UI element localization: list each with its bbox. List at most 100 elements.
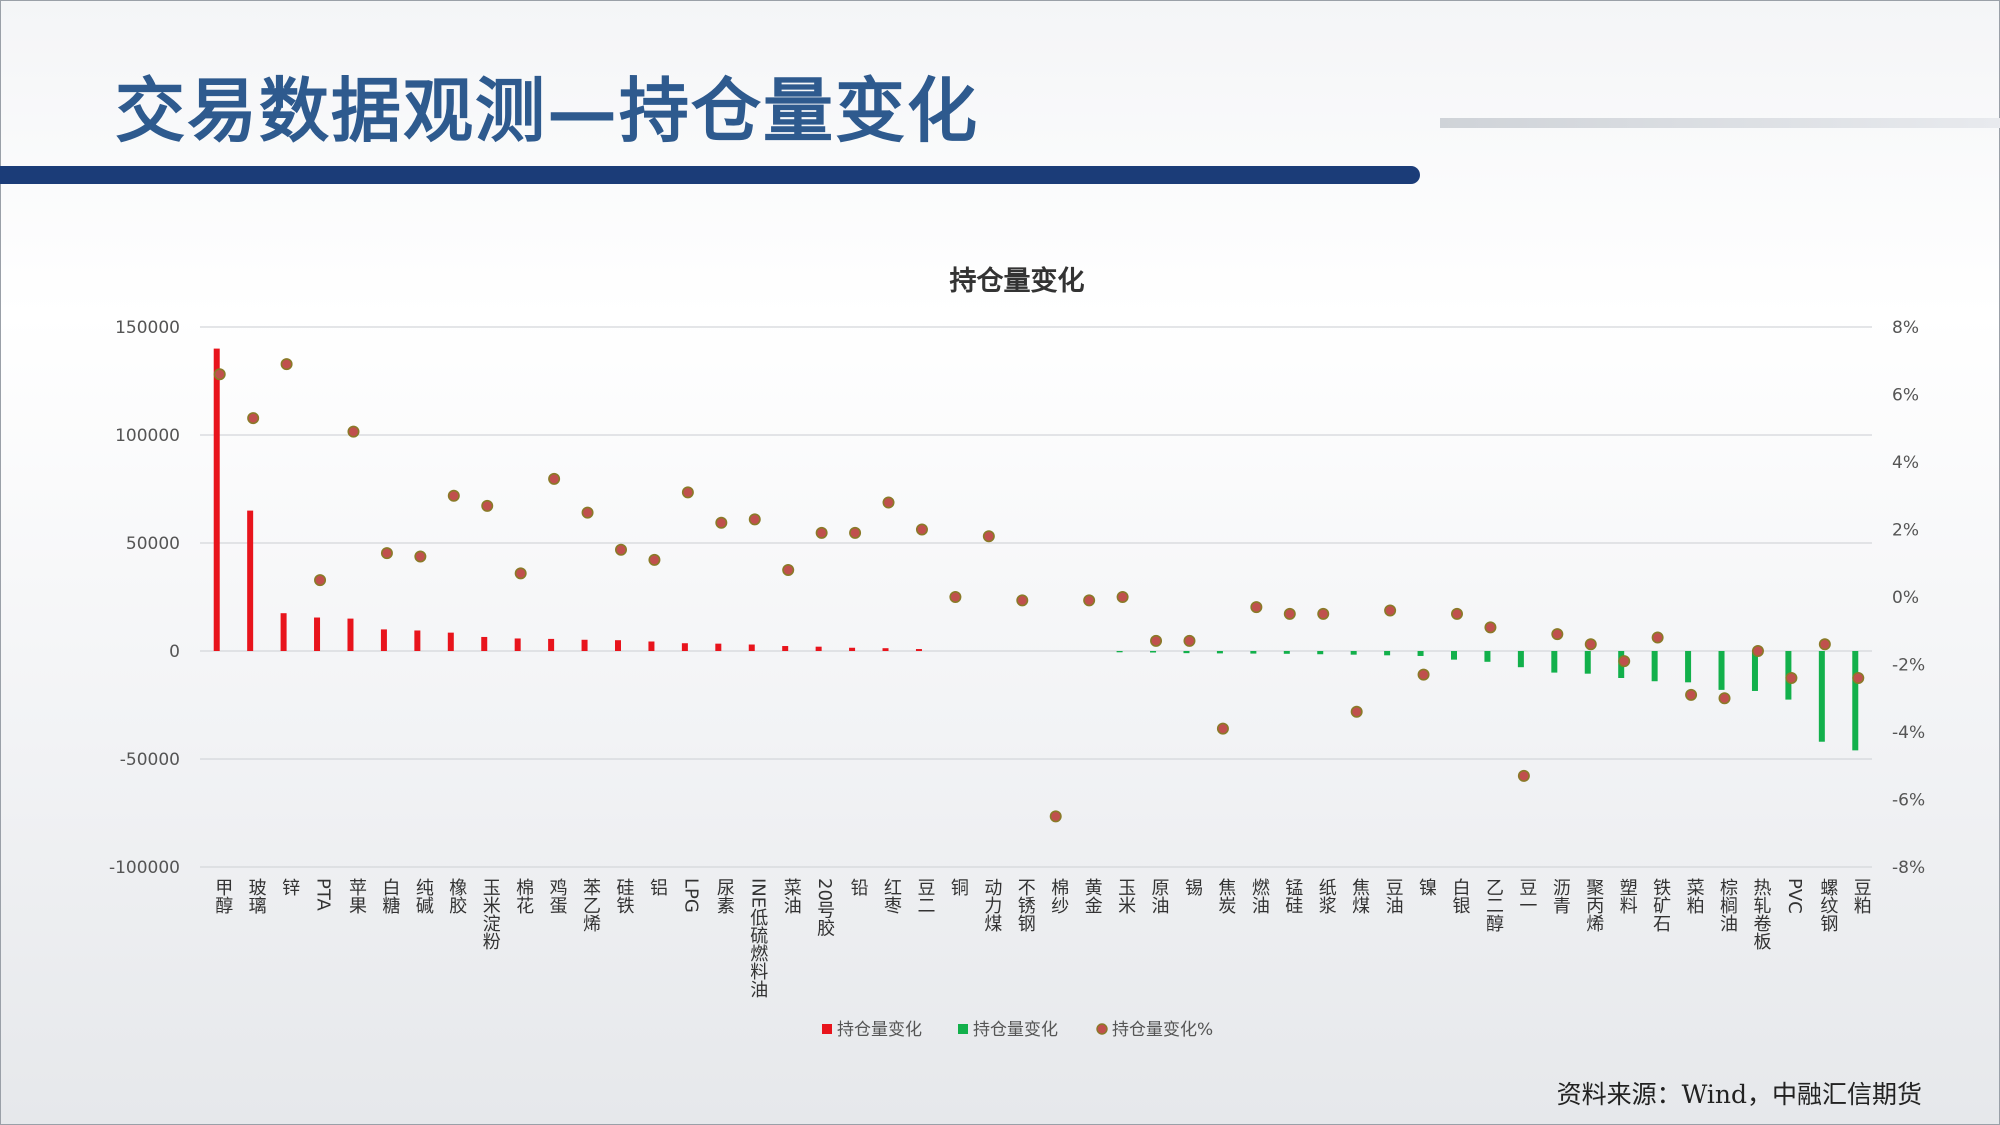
pct-marker <box>1718 692 1731 705</box>
x-tick-label: 燃油 <box>1249 878 1270 914</box>
pct-marker <box>347 425 360 438</box>
pct-marker <box>314 574 327 587</box>
x-tick-label: 菜粕 <box>1684 878 1705 914</box>
pct-marker <box>581 506 594 519</box>
pct-marker <box>982 530 995 543</box>
x-tick-label: 黄金 <box>1082 878 1103 914</box>
x-tick-label: 玉米淀粉 <box>480 878 501 950</box>
bar-positive <box>280 613 287 651</box>
y-left-tick-label: -100000 <box>109 858 180 878</box>
y-right-tick-label: 8% <box>1892 318 1919 338</box>
y-left-tick-label: 150000 <box>115 318 180 338</box>
y-right-tick-label: 2% <box>1892 521 1919 541</box>
x-tick-label: 橡胶 <box>446 878 467 914</box>
bar-negative <box>1651 651 1658 682</box>
y-right-tick-label: -6% <box>1892 791 1925 811</box>
page-title: 交易数据观测—持仓量变化 <box>115 69 979 152</box>
x-tick-label: 玉米 <box>1115 878 1136 914</box>
x-tick-label: 焦炭 <box>1215 878 1236 914</box>
pct-marker <box>447 489 460 502</box>
x-tick-label: 豆粕 <box>1851 878 1872 914</box>
title-underline-bar <box>0 166 1420 184</box>
x-tick-label: 塑料 <box>1617 878 1638 914</box>
bar-negative <box>1584 651 1591 674</box>
bar-positive <box>648 641 655 651</box>
bar-negative <box>1216 651 1223 654</box>
x-tick-label: 铝 <box>647 878 668 896</box>
pct-marker <box>782 563 795 576</box>
pct-marker <box>1250 601 1263 614</box>
x-tick-label: LPG <box>680 878 701 913</box>
pct-marker <box>715 516 728 529</box>
pct-marker <box>1049 810 1062 823</box>
y-left-tick-label: -50000 <box>120 750 180 770</box>
bar-positive <box>447 632 454 651</box>
bar-negative <box>1685 651 1692 683</box>
bar-negative <box>1718 651 1725 690</box>
x-tick-label: 棉纱 <box>1048 878 1069 914</box>
y-right-tick-label: 0% <box>1892 588 1919 608</box>
y-right-tick-label: 4% <box>1892 453 1919 473</box>
source-note: 资料来源：Wind，中融汇信期货 <box>1556 1080 1922 1109</box>
pct-marker <box>1216 722 1229 735</box>
bar-positive <box>748 644 755 651</box>
pct-marker <box>414 550 427 563</box>
x-tick-label: 白银 <box>1450 878 1471 914</box>
y-right-tick-label: -8% <box>1892 858 1925 878</box>
pct-marker <box>1116 590 1129 603</box>
x-tick-label: 白糖 <box>379 878 400 914</box>
x-tick-label: 铜 <box>948 878 969 897</box>
pct-marker <box>648 553 661 566</box>
x-tick-label: 鸡蛋 <box>547 878 568 915</box>
pct-marker <box>1417 668 1430 681</box>
pct-marker <box>280 358 293 371</box>
bar-positive <box>815 646 822 651</box>
bar-negative <box>1551 651 1558 673</box>
x-tick-label: 玻璃 <box>246 878 267 915</box>
x-tick-label: 聚丙烯 <box>1583 878 1604 932</box>
bar-negative <box>1283 651 1290 654</box>
bar-positive <box>548 638 555 651</box>
bar-positive <box>314 617 321 651</box>
x-tick-label: 螺纹钢 <box>1817 878 1838 932</box>
x-tick-label: 热轧卷板 <box>1750 878 1771 950</box>
pct-marker <box>1818 638 1831 651</box>
bar-positive <box>414 630 421 651</box>
pct-marker <box>548 472 561 485</box>
x-tick-label: 锡 <box>1182 878 1203 897</box>
bar-positive <box>514 638 521 651</box>
pct-marker <box>1618 655 1631 668</box>
pct-marker <box>1785 671 1798 684</box>
x-tick-label: 原油 <box>1149 878 1170 914</box>
pct-marker <box>1852 671 1865 684</box>
pct-marker <box>1183 634 1196 647</box>
bar-positive <box>681 643 688 651</box>
bar-negative <box>1852 651 1859 751</box>
pct-marker <box>1551 628 1564 641</box>
x-tick-label: INE低硫燃料油 <box>747 878 768 998</box>
x-tick-label: 棉花 <box>513 878 534 914</box>
x-tick-label: 动力煤 <box>981 878 1002 932</box>
title-accent-bar <box>1440 118 2000 128</box>
x-tick-label: 纸浆 <box>1316 878 1337 914</box>
x-tick-label: 铁矿石 <box>1650 878 1671 932</box>
bar-negative <box>1350 651 1357 655</box>
pct-marker <box>614 543 627 556</box>
bar-negative <box>1384 651 1391 656</box>
y-left-tick-label: 0 <box>169 642 180 662</box>
bar-negative <box>1484 651 1491 662</box>
pct-marker <box>1517 769 1530 782</box>
x-tick-label: 20号胶 <box>814 878 835 937</box>
y-left-tick-label: 100000 <box>115 426 180 446</box>
pct-marker <box>1016 594 1029 607</box>
legend-label: 持仓量变化% <box>1112 1020 1213 1040</box>
pct-marker <box>1384 604 1397 617</box>
bar-negative <box>1250 651 1257 654</box>
pct-marker <box>681 486 694 499</box>
bar-negative <box>1317 651 1324 655</box>
x-tick-label: 豆二 <box>914 878 935 914</box>
y-left-tick-label: 50000 <box>126 534 180 554</box>
bar-positive <box>481 636 488 651</box>
chart-title: 持仓量变化 <box>950 265 1085 297</box>
